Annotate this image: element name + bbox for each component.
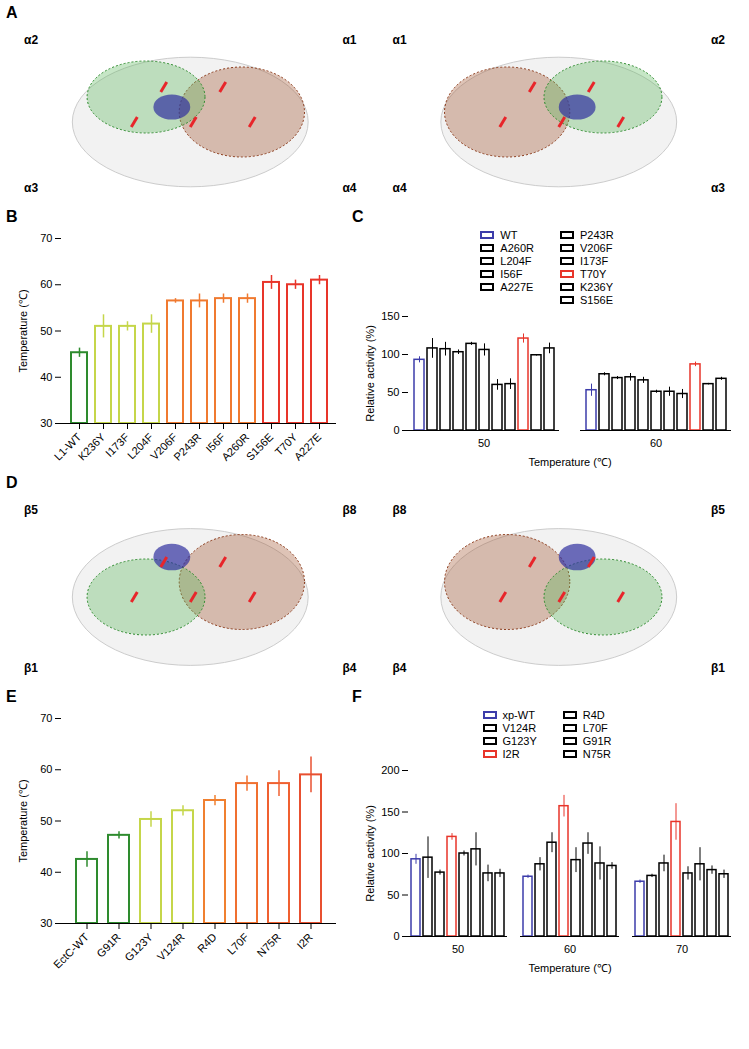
svg-text:50: 50 xyxy=(478,437,490,449)
svg-text:Temperature (℃): Temperature (℃) xyxy=(17,779,29,862)
html-text:WT: WT xyxy=(500,228,518,241)
svg-text:200: 200 xyxy=(381,764,399,776)
svg-text:150: 150 xyxy=(381,310,399,322)
svg-text:Relative activity (%): Relative activity (%) xyxy=(364,325,376,422)
svg-text:Relative activity (%): Relative activity (%) xyxy=(364,805,376,902)
html-text:A227E: A227E xyxy=(500,280,534,293)
html-text:G91R: G91R xyxy=(582,734,612,747)
svg-text:I56F: I56F xyxy=(203,430,228,455)
svg-text:30: 30 xyxy=(40,917,52,929)
html-text:L204F: L204F xyxy=(500,254,532,267)
svg-text:β4: β4 xyxy=(393,661,407,675)
html-text:V206F: V206F xyxy=(580,241,613,254)
svg-text:G91R: G91R xyxy=(94,931,123,960)
svg-text:β1: β1 xyxy=(24,661,38,675)
svg-text:L1-WT: L1-WT xyxy=(51,430,84,463)
html-text:E: E xyxy=(6,688,17,705)
html-text:F: F xyxy=(352,688,362,705)
html-text:A260R: A260R xyxy=(500,241,534,254)
html-text:R4D: R4D xyxy=(582,708,605,721)
svg-text:Temperature (℃): Temperature (℃) xyxy=(528,456,611,468)
html-text:K236Y: K236Y xyxy=(580,280,613,293)
svg-text:50: 50 xyxy=(452,943,464,955)
svg-text:40: 40 xyxy=(40,371,52,383)
svg-text:β5: β5 xyxy=(711,503,725,517)
svg-text:60: 60 xyxy=(564,943,576,955)
svg-text:50: 50 xyxy=(40,325,52,337)
svg-text:α2: α2 xyxy=(24,33,38,47)
svg-text:V206F: V206F xyxy=(148,430,180,463)
html-text:V124R: V124R xyxy=(502,721,537,734)
svg-text:R4D: R4D xyxy=(195,931,219,955)
svg-text:K236Y: K236Y xyxy=(76,430,108,462)
svg-text:100: 100 xyxy=(381,348,399,360)
svg-text:I173F: I173F xyxy=(103,430,132,460)
svg-text:N75R: N75R xyxy=(255,931,283,959)
svg-text:70: 70 xyxy=(676,943,688,955)
svg-text:V124R: V124R xyxy=(155,931,187,963)
svg-text:A227E: A227E xyxy=(292,431,324,463)
svg-text:50: 50 xyxy=(40,815,52,827)
svg-text:60: 60 xyxy=(40,278,52,290)
html-text:S156E: S156E xyxy=(580,293,613,306)
svg-text:β5: β5 xyxy=(24,503,38,517)
svg-text:α4: α4 xyxy=(393,181,407,195)
svg-text:S156E: S156E xyxy=(244,431,276,463)
svg-text:β8: β8 xyxy=(343,503,357,517)
html-text:T70Y: T70Y xyxy=(580,267,607,280)
svg-text:α4: α4 xyxy=(342,181,356,195)
svg-text:α3: α3 xyxy=(24,181,38,195)
svg-text:α1: α1 xyxy=(393,33,407,47)
svg-text:40: 40 xyxy=(40,866,52,878)
svg-text:α3: α3 xyxy=(711,181,725,195)
html-text:L70F: L70F xyxy=(582,721,608,734)
svg-text:T70Y: T70Y xyxy=(272,430,300,458)
html-text:N75R: N75R xyxy=(582,747,611,760)
svg-text:L204F: L204F xyxy=(124,430,156,462)
svg-text:P243R: P243R xyxy=(171,431,203,463)
svg-text:Temperature (℃): Temperature (℃) xyxy=(17,289,29,372)
svg-text:30: 30 xyxy=(40,417,52,429)
svg-text:β8: β8 xyxy=(393,503,407,517)
svg-text:60: 60 xyxy=(40,763,52,775)
html-text:I56F: I56F xyxy=(500,267,523,280)
svg-text:L70F: L70F xyxy=(225,931,251,957)
svg-text:0: 0 xyxy=(393,424,399,436)
html-text:C: C xyxy=(352,208,364,225)
html-text:A: A xyxy=(6,4,18,21)
svg-text:50: 50 xyxy=(387,386,399,398)
svg-text:β4: β4 xyxy=(343,661,357,675)
svg-text:α1: α1 xyxy=(342,33,356,47)
svg-text:70: 70 xyxy=(40,232,52,244)
svg-text:0: 0 xyxy=(393,930,399,942)
html-text:D: D xyxy=(6,474,18,491)
svg-text:α2: α2 xyxy=(711,33,725,47)
html-text:B: B xyxy=(6,208,18,225)
svg-text:β1: β1 xyxy=(711,661,725,675)
svg-text:EctC-WT: EctC-WT xyxy=(51,931,91,971)
svg-text:150: 150 xyxy=(381,806,399,818)
svg-text:Temperature (℃): Temperature (℃) xyxy=(528,962,611,974)
svg-text:100: 100 xyxy=(381,847,399,859)
svg-text:60: 60 xyxy=(650,437,662,449)
svg-text:A260R: A260R xyxy=(219,430,252,463)
svg-text:I2R: I2R xyxy=(294,931,315,952)
html-text:P243R: P243R xyxy=(580,228,614,241)
html-text:xp-WT: xp-WT xyxy=(502,708,535,721)
svg-text:50: 50 xyxy=(387,889,399,901)
html-text:I173F: I173F xyxy=(580,254,609,267)
svg-text:G123Y: G123Y xyxy=(122,930,155,963)
html-text:G123Y: G123Y xyxy=(502,734,537,747)
html-text:I2R: I2R xyxy=(502,747,520,760)
svg-text:70: 70 xyxy=(40,712,52,724)
